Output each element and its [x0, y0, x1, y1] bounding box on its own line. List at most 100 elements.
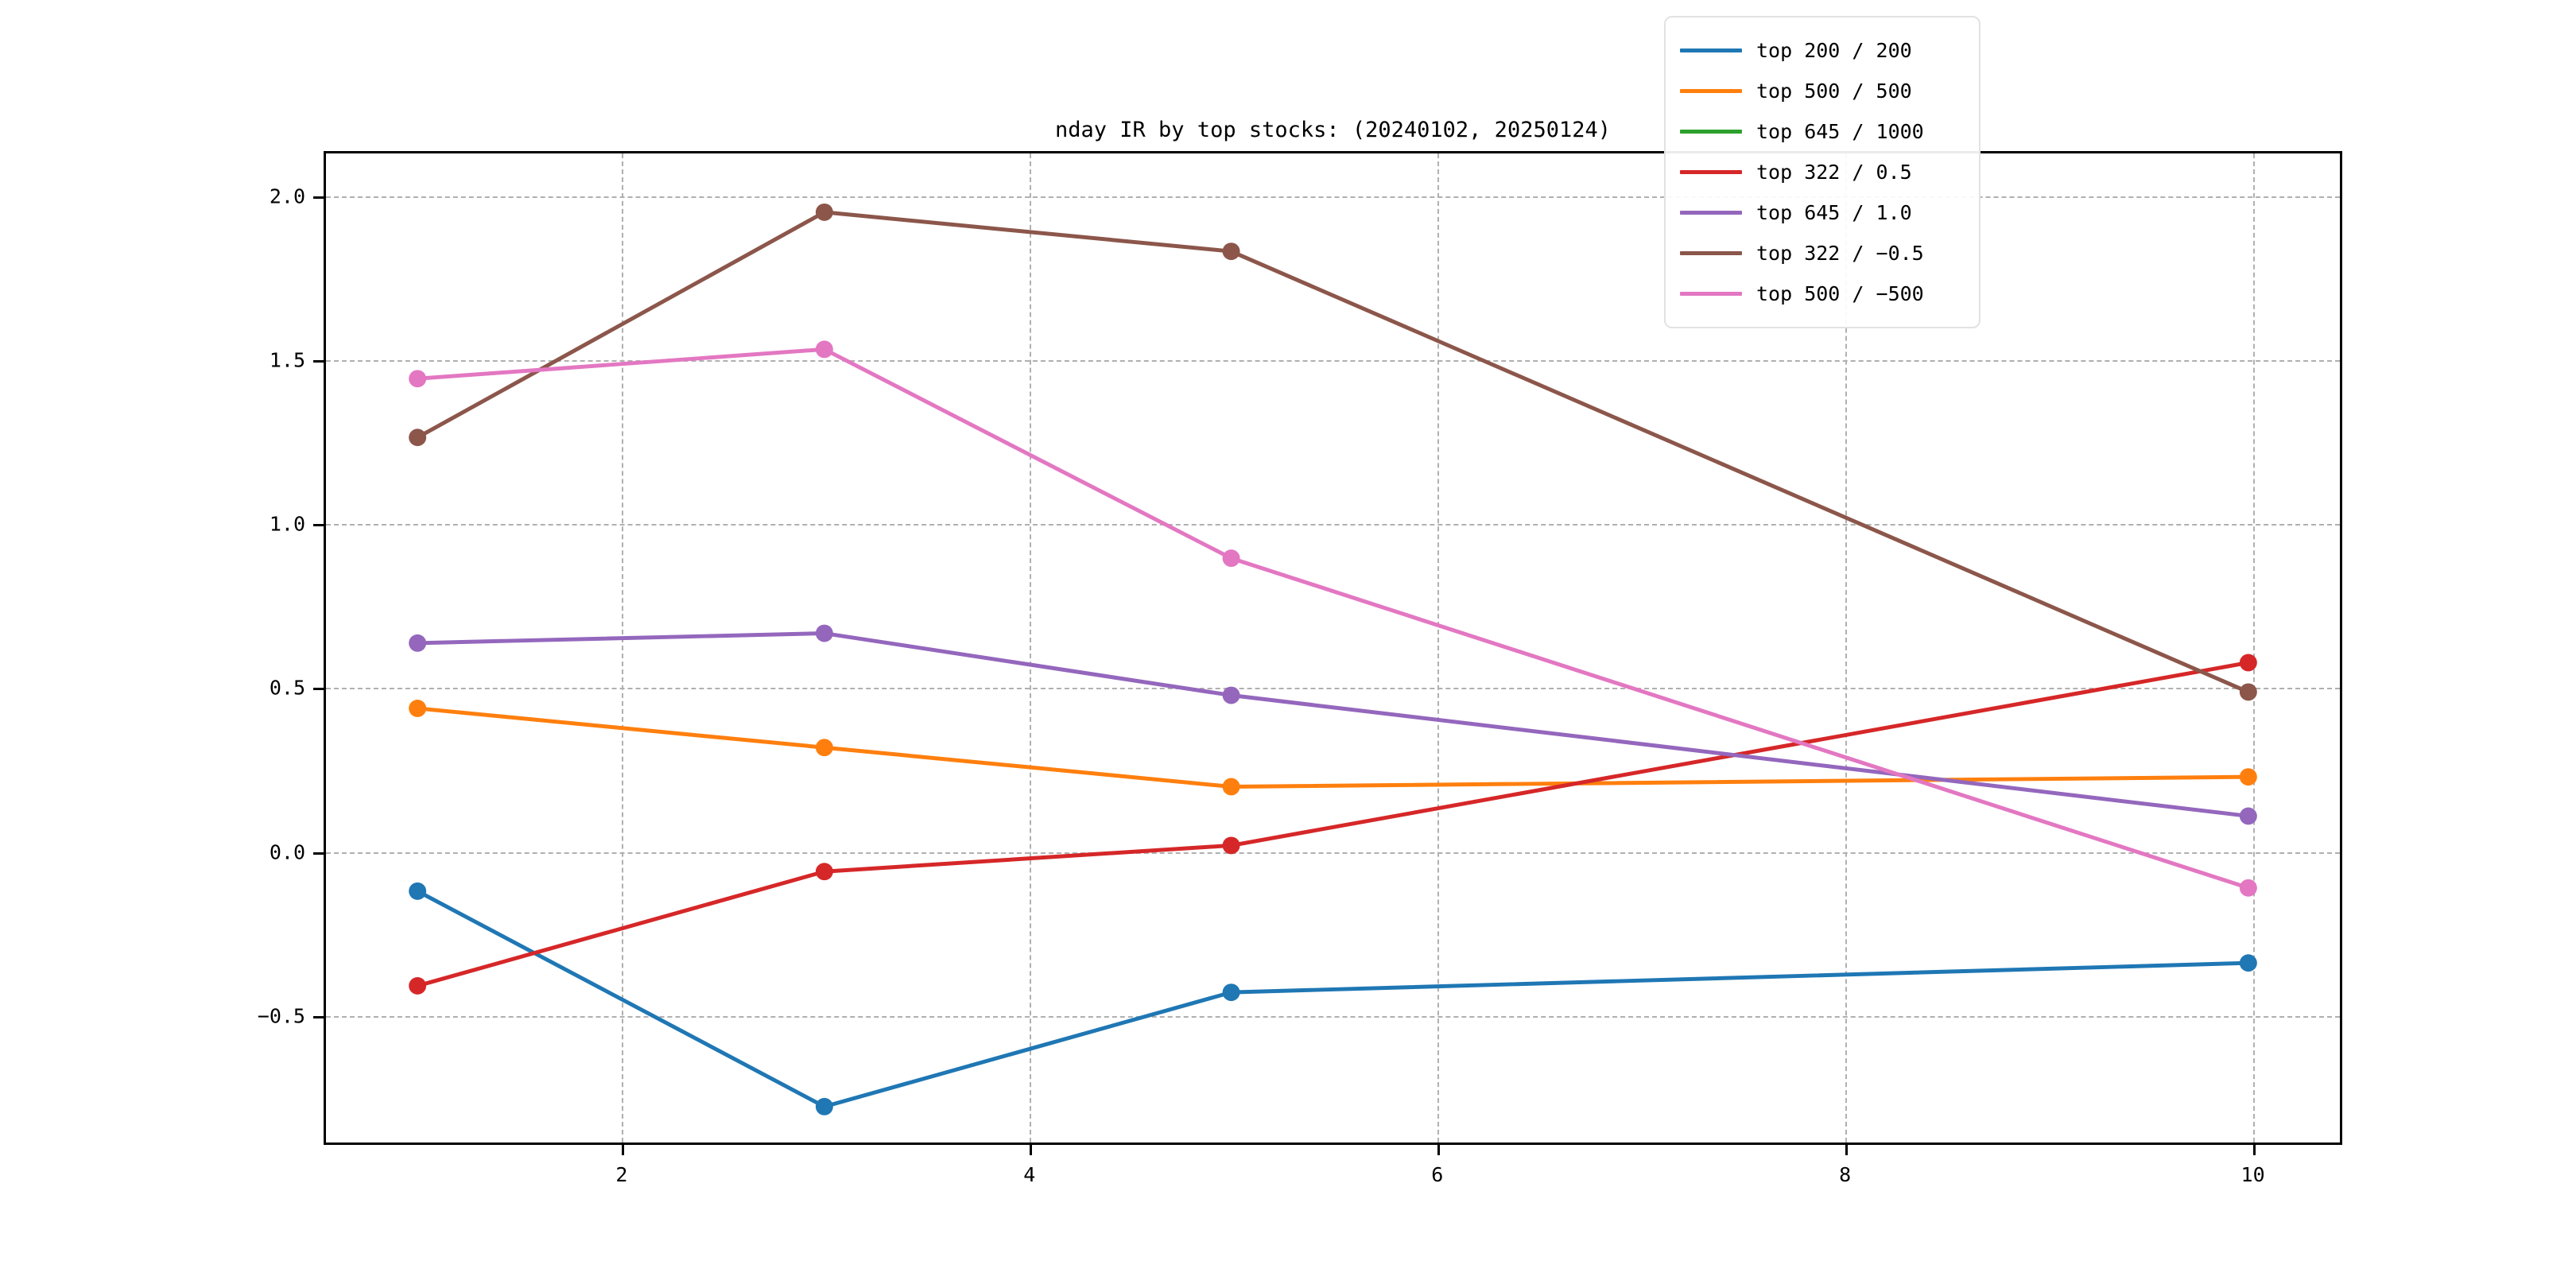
data-point-marker: [1222, 983, 1240, 1002]
legend-item-label: top 645 / 1000: [1756, 120, 1924, 143]
gridline-horizontal: [326, 196, 2340, 198]
x-tick-label: 10: [2240, 1163, 2265, 1186]
data-point-marker: [2239, 879, 2257, 897]
data-point-marker: [1222, 242, 1240, 261]
series-top-645-1-0: [409, 624, 2257, 825]
gridline-vertical: [2252, 153, 2255, 1143]
x-tick-mark: [1437, 1143, 1440, 1155]
data-point-marker: [409, 634, 427, 652]
legend-swatch-wrap: [1677, 130, 1745, 134]
gridline-horizontal: [326, 852, 2340, 854]
y-tick-label: 0.0: [269, 840, 305, 864]
data-point-marker: [409, 700, 427, 717]
x-tick-mark: [1029, 1143, 1032, 1155]
data-point-marker: [1222, 549, 1240, 568]
legend-item[interactable]: top 200 / 200: [1677, 30, 1968, 71]
y-tick-label: 1.0: [269, 512, 305, 536]
data-point-marker: [2239, 683, 2257, 701]
series-line: [415, 706, 2251, 789]
x-tick-label: 4: [1023, 1163, 1036, 1186]
data-point-marker: [409, 429, 427, 447]
gridline-vertical: [1437, 153, 1439, 1143]
y-tick-mark: [313, 852, 326, 855]
data-point-marker: [815, 624, 833, 642]
x-tick-label: 8: [1839, 1163, 1852, 1186]
legend-swatch-wrap: [1677, 292, 1745, 296]
series-top-500-500: [409, 700, 2257, 796]
x-tick-mark: [621, 1143, 624, 1155]
gridline-vertical: [621, 153, 623, 1143]
legend-item[interactable]: top 645 / 1.0: [1677, 192, 1968, 233]
chart-title: nday IR by top stocks: (20240102, 202501…: [1055, 118, 1611, 142]
gridline-vertical: [1029, 153, 1031, 1143]
data-point-marker: [2239, 654, 2257, 672]
legend-item[interactable]: top 500 / 500: [1677, 71, 1968, 111]
legend-color-swatch: [1680, 89, 1742, 93]
series-line: [415, 660, 2251, 988]
legend-color-swatch: [1680, 130, 1742, 134]
gridline-horizontal: [326, 524, 2340, 526]
y-tick-label: 2.0: [269, 184, 305, 208]
data-point-marker: [815, 739, 833, 757]
legend-item-label: top 200 / 200: [1756, 39, 1912, 62]
data-point-marker: [1222, 778, 1240, 796]
data-point-marker: [815, 340, 833, 359]
data-point-marker: [1222, 686, 1240, 704]
x-tick-label: 2: [615, 1163, 628, 1186]
legend-swatch-wrap: [1677, 89, 1745, 93]
legend-item-label: top 322 / −0.5: [1756, 242, 1924, 265]
y-tick-mark: [313, 1015, 326, 1018]
gridline-vertical: [1845, 153, 1847, 1143]
y-tick-label: 0.5: [269, 676, 305, 700]
series-data-layer: [409, 203, 2257, 1115]
legend-item-label: top 500 / −500: [1756, 282, 1924, 305]
legend-swatch-wrap: [1677, 170, 1745, 174]
legend-color-swatch: [1680, 251, 1742, 255]
legend-color-swatch: [1680, 170, 1742, 174]
data-point-marker: [409, 882, 427, 900]
data-point-marker: [815, 1097, 833, 1115]
legend-color-swatch: [1680, 292, 1742, 296]
legend-item[interactable]: top 645 / 1000: [1677, 111, 1968, 152]
series-top-200-200: [409, 882, 2257, 1115]
gridline-horizontal: [326, 359, 2340, 362]
data-point-marker: [409, 370, 427, 388]
gridline-horizontal: [326, 1015, 2340, 1018]
series-top-322-0-5: [409, 654, 2257, 995]
data-point-marker: [409, 976, 427, 995]
legend-item-label: top 322 / 0.5: [1756, 161, 1912, 184]
plot-area: 2.0 1.5 1.0 0.5 0.0 −0.5 2 4 6 8 10: [258, 151, 2342, 1186]
series-line: [415, 889, 2251, 1109]
series-line: [415, 631, 2251, 818]
data-point-marker: [2239, 807, 2257, 825]
legend-color-swatch: [1680, 211, 1742, 215]
y-tick-mark: [313, 524, 326, 527]
data-point-marker: [1222, 836, 1240, 855]
legend-color-swatch: [1680, 48, 1742, 52]
legend-item[interactable]: top 322 / −0.5: [1677, 233, 1968, 274]
gridline-horizontal: [326, 688, 2340, 690]
legend-item[interactable]: top 322 / 0.5: [1677, 152, 1968, 192]
legend-item[interactable]: top 500 / −500: [1677, 274, 1968, 314]
legend-swatch-wrap: [1677, 211, 1745, 215]
series-line: [415, 347, 2251, 890]
data-point-marker: [815, 203, 833, 221]
y-tick-label: −0.5: [257, 1004, 305, 1028]
y-tick-mark: [313, 359, 326, 363]
x-tick-mark: [2252, 1143, 2256, 1155]
data-point-marker: [2239, 768, 2257, 786]
y-tick-mark: [313, 688, 326, 691]
x-tick-label: 6: [1431, 1163, 1444, 1186]
chart-legend: top 200 / 200 top 500 / 500 top 645 / 1000…: [1664, 16, 1980, 328]
series-top-322-0-5: [409, 203, 2257, 701]
x-tick-mark: [1845, 1143, 1848, 1155]
legend-item-label: top 645 / 1.0: [1756, 201, 1912, 224]
legend-item-label: top 500 / 500: [1756, 80, 1912, 103]
legend-swatch-wrap: [1677, 251, 1745, 255]
data-point-marker: [2239, 954, 2257, 972]
series-top-500-500: [409, 340, 2257, 897]
series-line: [415, 210, 2251, 694]
data-point-marker: [815, 863, 833, 881]
